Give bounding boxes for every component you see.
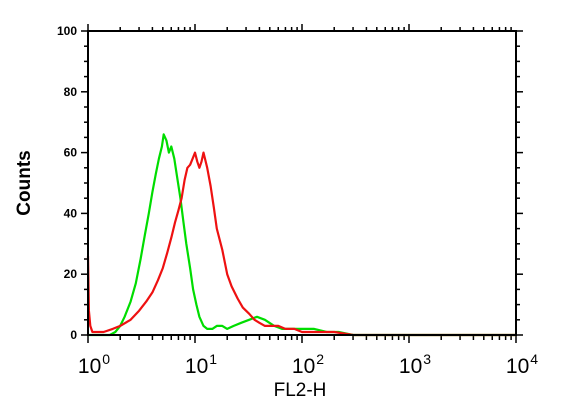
x-ticks: 100 101 102 103 104 [78,24,538,378]
x-tick-base: 10 [78,355,101,378]
y-tick-label: 20 [64,267,78,281]
x-tick-exponent: 0 [102,351,110,367]
series-line-red [86,151,516,337]
x-axis-title: FL2-H [274,380,327,401]
y-axis-title: Counts [14,150,35,215]
x-tick-exponent: 2 [316,351,324,367]
series-line-green [88,133,516,337]
plot-area-frame [87,30,517,336]
y-tick-label: 40 [64,206,78,220]
y-tick-label: 80 [64,85,78,99]
x-tick-label: 103 [399,351,431,378]
x-tick-exponent: 3 [423,351,431,367]
x-tick-label: 100 [78,351,110,378]
y-ticks: 0 20 40 60 80 100 [57,24,523,342]
x-tick-exponent: 4 [530,351,538,367]
x-tick-label: 101 [185,351,217,378]
y-tick-label: 0 [70,328,77,342]
x-tick-label: 104 [506,351,538,378]
x-tick-base: 10 [292,355,315,378]
x-tick-base: 10 [506,355,529,378]
y-tick-label: 60 [64,146,78,160]
series-lines [86,133,516,337]
x-tick-exponent: 1 [209,351,217,367]
y-tick-label: 100 [57,24,77,38]
x-tick-label: 102 [292,351,324,378]
x-tick-base: 10 [185,355,208,378]
x-tick-base: 10 [399,355,422,378]
